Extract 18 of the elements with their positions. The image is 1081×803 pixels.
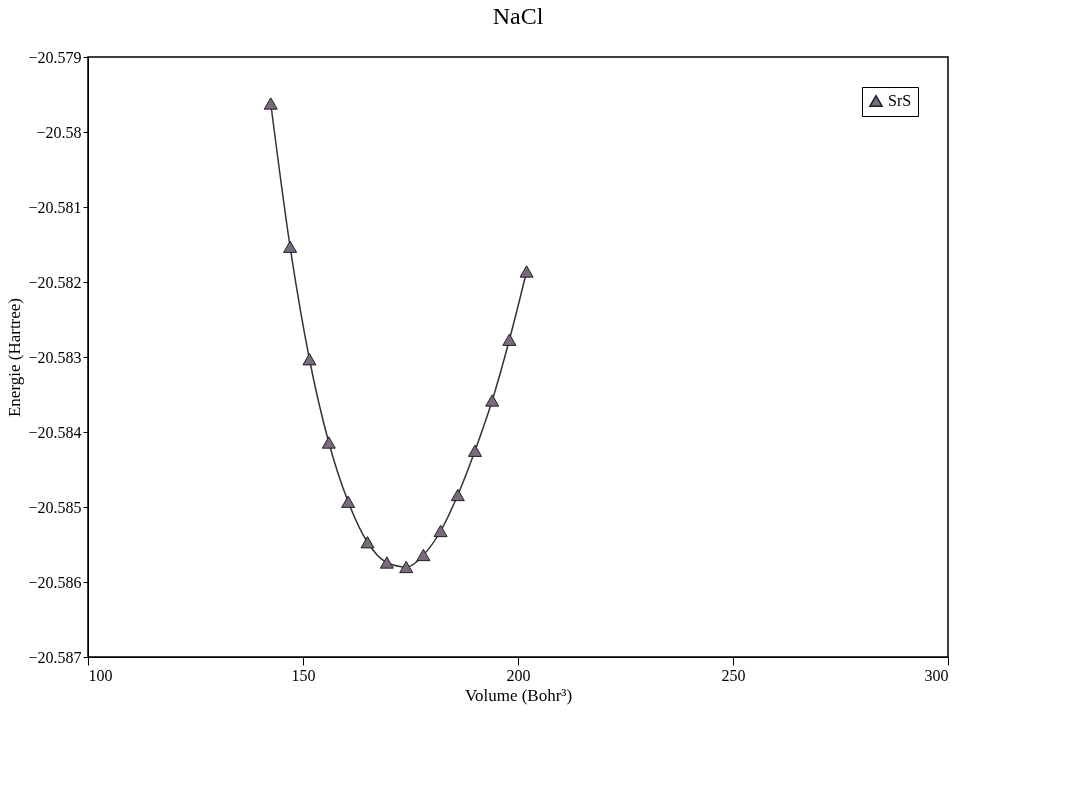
y-tick-label: −20.587 — [28, 648, 82, 666]
x-tick-label: 100 — [88, 666, 113, 684]
y-tick-label: −20.58 — [36, 123, 82, 141]
x-tick-label: 300 — [924, 666, 949, 684]
y-tick-label: −20.584 — [28, 423, 82, 441]
y-tick-label: −20.586 — [28, 573, 82, 591]
x-tick-label: 200 — [506, 666, 531, 684]
x-tick-label: 250 — [721, 666, 746, 684]
y-tick-label: −20.583 — [28, 348, 82, 366]
x-tick-label: 150 — [291, 666, 316, 684]
x-axis-title: Volume (Bohr³) — [464, 685, 573, 705]
y-tick-label: −20.585 — [28, 498, 82, 516]
y-tick-label: −20.581 — [28, 198, 82, 216]
y-tick-label: −20.582 — [28, 273, 82, 291]
chart-title: NaCl — [492, 3, 544, 29]
y-tick-label: −20.579 — [28, 48, 82, 66]
y-axis-title: Energie (Hartree) — [5, 297, 25, 418]
legend-label: SrS — [888, 92, 912, 109]
